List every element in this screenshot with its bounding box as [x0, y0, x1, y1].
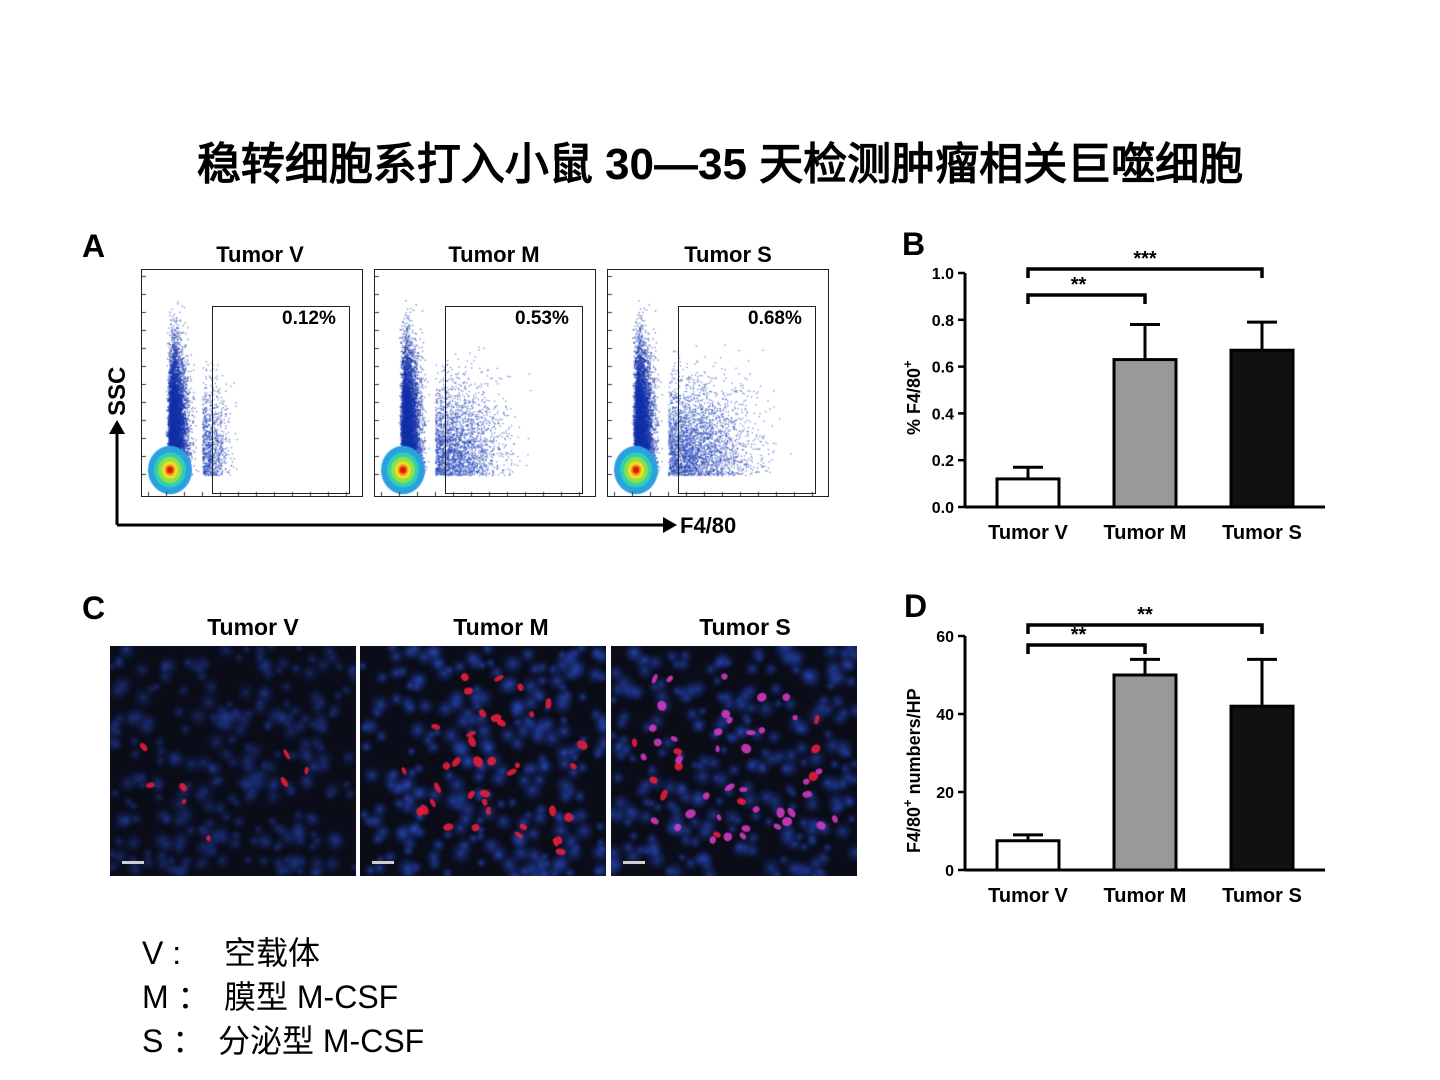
legend-line-s: S ： 分泌型 M-CSF — [142, 1016, 424, 1062]
bar-chart-b: B 0.0 0.2 0.4 0.6 0.8 1.0 Tumor V Tumor M Tumor … — [900, 226, 1325, 544]
significance-label: *** — [1133, 248, 1157, 270]
y-tick-label: 0.0 — [932, 500, 954, 517]
bar — [995, 839, 1061, 872]
bar — [995, 477, 1061, 509]
panel-d-letter: D — [904, 588, 927, 624]
y-axis-label: % F4/80+ — [900, 360, 924, 435]
y-tick-label: 0.6 — [932, 360, 954, 377]
bar — [1112, 358, 1178, 509]
x-tick-label: Tumor S — [1222, 885, 1302, 907]
slide-title: 稳转细胞系打入小鼠 30—35 天检测肿瘤相关巨噬细胞 — [196, 140, 1244, 189]
flow-title-tumor-s: Tumor S — [684, 242, 772, 267]
legend-value: 空载体 — [224, 935, 321, 971]
bar — [1112, 673, 1178, 872]
legend-key: V : — [142, 935, 182, 971]
legend-value: 膜型 M-CSF — [224, 979, 399, 1015]
legend-line-m: M ： 膜型 M-CSF — [142, 972, 398, 1018]
y-tick-label: 40 — [936, 707, 954, 724]
panel-b-letter: B — [902, 226, 925, 262]
micro-title-tumor-m: Tumor M — [453, 614, 549, 640]
flow-plot-tumor-s: 0.68% — [607, 269, 829, 497]
gate-percent: 0.68% — [748, 308, 802, 329]
panel-a-axes: SSC F4/80 — [104, 367, 736, 538]
y-axis-label-suffix: numbers/HP — [904, 688, 924, 799]
y-axis-label-superscript: + — [900, 799, 915, 807]
significance-label: ** — [1071, 624, 1087, 646]
significance-bracket — [1026, 623, 1264, 634]
micro-image-tumor-m — [360, 646, 606, 876]
axis-label-f480: F4/80 — [680, 513, 736, 538]
significance-bracket — [1026, 267, 1264, 278]
y-tick-label: 60 — [936, 629, 954, 646]
scale-bar — [122, 861, 144, 864]
flow-density-scatter — [375, 270, 595, 496]
flow-title-tumor-v: Tumor V — [216, 242, 304, 267]
significance-bracket — [1026, 643, 1147, 654]
scale-bar — [623, 861, 645, 864]
panel-a-letter: A — [82, 228, 106, 264]
flow-title-tumor-m: Tumor M — [448, 242, 540, 267]
x-tick-label: Tumor V — [988, 522, 1068, 544]
y-axis-label: F4/80+ numbers/HP — [900, 688, 924, 853]
gate-percent: 0.53% — [515, 308, 569, 329]
y-tick-label: 0 — [945, 863, 954, 880]
gate-percent: 0.12% — [282, 308, 336, 329]
y-tick-label: 0.2 — [932, 453, 954, 470]
flow-density-scatter — [142, 270, 362, 496]
micro-image-tumor-s — [611, 646, 857, 876]
fluorescence-image — [611, 646, 857, 876]
y-tick-label: 0.8 — [932, 313, 954, 330]
significance-label: ** — [1137, 604, 1153, 626]
fluorescence-image — [110, 646, 356, 876]
significance-label: ** — [1071, 274, 1087, 296]
gate-box — [212, 306, 350, 494]
micro-image-tumor-v — [110, 646, 356, 876]
x-tick-label: Tumor V — [988, 885, 1068, 907]
bar-chart-d: D 0 20 40 60 Tumor V Tumor M Tumor S ** ** F4/80+… — [900, 588, 1325, 907]
x-tick-label: Tumor M — [1104, 522, 1187, 544]
micro-title-tumor-s: Tumor S — [699, 614, 791, 640]
gate-box — [678, 306, 816, 494]
axis-label-ssc: SSC — [104, 367, 131, 416]
fluorescence-image — [360, 646, 606, 876]
y-axis-label-superscript: + — [900, 360, 915, 368]
y-tick-label: 0.4 — [932, 406, 954, 423]
panel-c-letter: C — [82, 590, 106, 626]
legend-value: 分泌型 M-CSF — [218, 1023, 425, 1059]
flow-plot-tumor-m: 0.53% — [374, 269, 596, 497]
flow-plot-tumor-v: 0.12% — [141, 269, 363, 497]
bar — [1229, 348, 1295, 509]
x-tick-label: Tumor S — [1222, 522, 1302, 544]
scale-bar — [372, 861, 394, 864]
x-tick-label: Tumor M — [1104, 885, 1187, 907]
flow-density-scatter — [608, 270, 828, 496]
micro-title-tumor-v: Tumor V — [207, 614, 299, 640]
legend-key: M ： — [142, 979, 210, 1015]
y-tick-label: 20 — [936, 785, 954, 802]
bar — [1229, 704, 1295, 872]
y-tick-label: 1.0 — [932, 266, 954, 283]
legend-key: S ： — [142, 1023, 205, 1059]
significance-bracket — [1026, 293, 1147, 304]
gate-box — [445, 306, 583, 494]
legend-line-v: V : 空载体 — [142, 928, 320, 974]
